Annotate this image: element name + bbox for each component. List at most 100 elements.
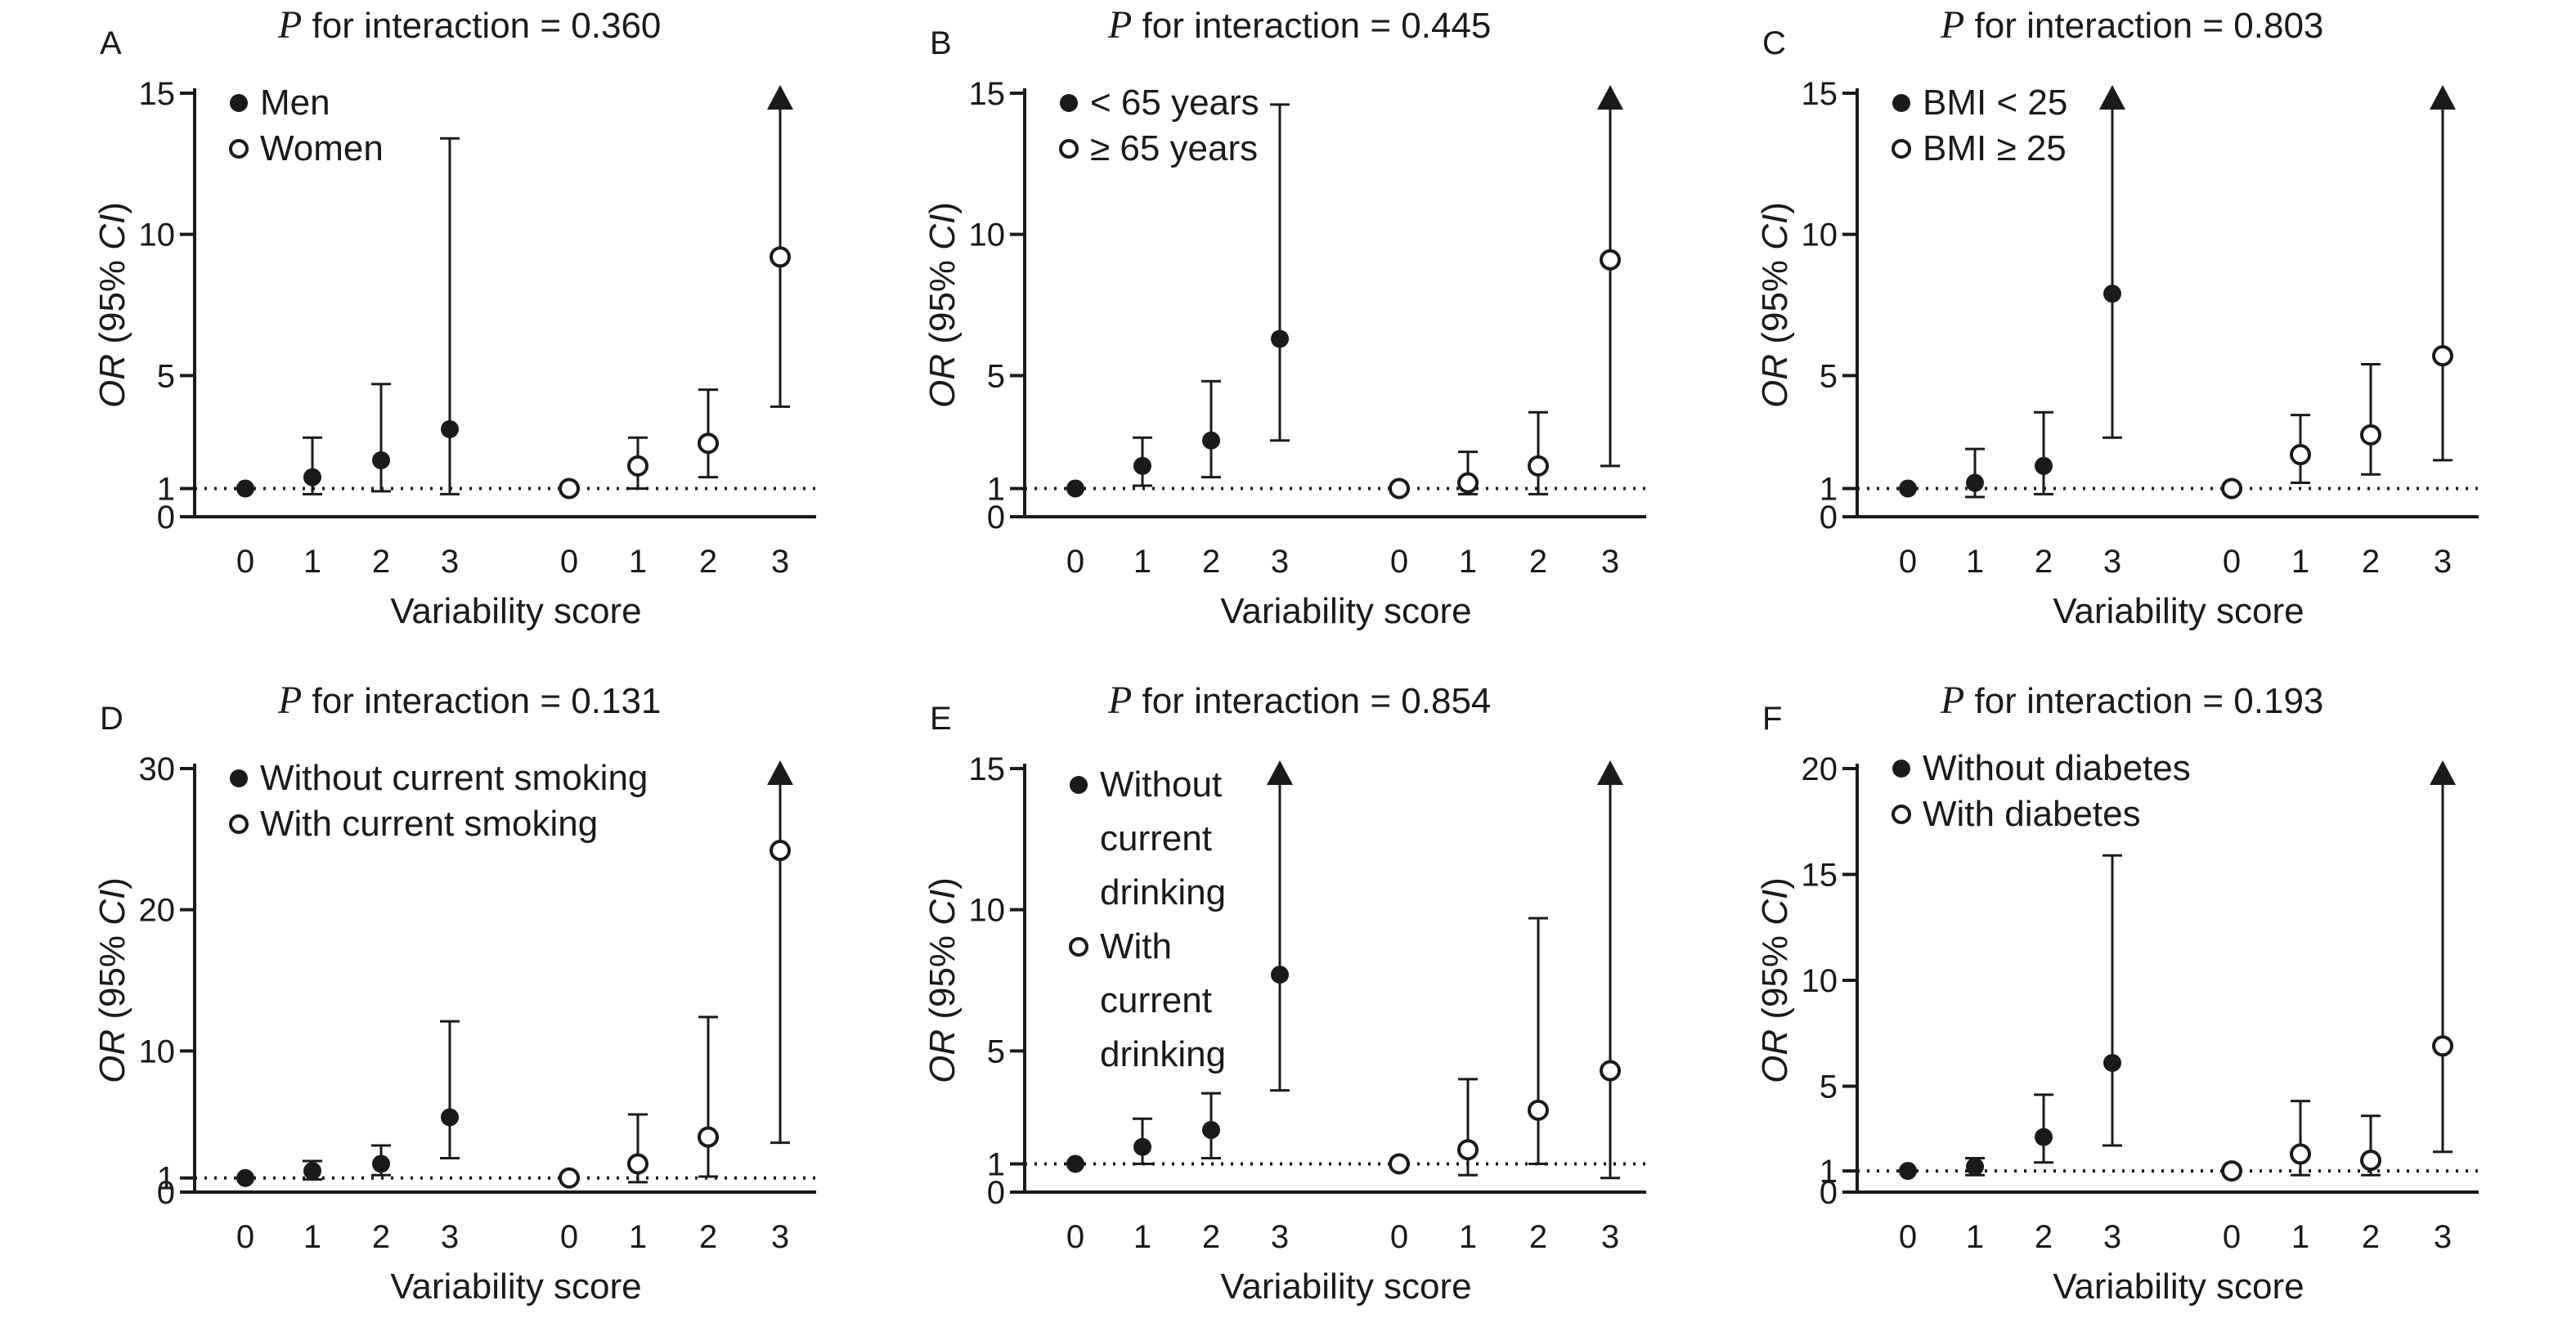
ylabel-end: ) [922,877,963,890]
y-tick-label: 1 [987,471,1005,507]
x-axis-label: Variability score [2053,591,2304,631]
data-point-open [559,477,580,500]
y-axis-label: OR (95% CI) [1755,202,1795,408]
legend-marker-filled [230,769,248,787]
ylabel-end: ) [1755,202,1795,214]
x-tick-label: 2 [1202,544,1220,580]
ylabel-or: OR [1755,354,1795,408]
y-tick-label: 20 [139,893,176,929]
title-p-italic: P [1107,679,1132,722]
x-axis-label: Variability score [390,1267,641,1307]
ylabel-mid: (95% [92,250,132,354]
legend-marker-open [1069,937,1088,957]
chart-title: P for interaction = 0.360 [277,3,661,47]
x-tick-label: 2 [372,1219,390,1255]
panel-letter: A [100,25,122,61]
x-tick-label: 3 [2434,1219,2452,1255]
x-tick-label: 1 [2291,1219,2309,1255]
data-point-filled [441,1108,459,1127]
x-tick-label: 2 [1529,1219,1547,1255]
title-text: for interaction = 0.131 [302,681,661,721]
ci-arrow-head [1597,85,1623,110]
data-point-filled [1066,1154,1084,1173]
data-point-filled [236,1168,254,1187]
data-point-filled [1202,1121,1220,1140]
chart-title: P for interaction = 0.445 [1107,3,1491,47]
data-point-open [1457,1139,1479,1161]
data-point-open [559,1167,580,1189]
y-tick-label: 5 [1820,1069,1838,1105]
legend-marker-filled [1060,94,1078,112]
ci-arrow-head [1597,760,1623,785]
y-axis-label: OR (95% CI) [922,877,963,1083]
data-point-filled [2103,285,2121,303]
x-axis-label: Variability score [2053,1267,2304,1307]
y-tick-label: 15 [969,76,1006,112]
data-point-filled [1899,1162,1917,1181]
x-tick-label: 3 [1601,1219,1619,1255]
x-tick-label: 3 [441,1219,459,1255]
x-tick-label: 0 [1066,544,1084,580]
data-point-filled [1966,1157,1984,1176]
x-tick-label: 0 [1390,544,1408,580]
y-tick-label: 0 [987,1175,1005,1211]
x-axis-label: Variability score [1220,1267,1471,1307]
x-tick-label: 2 [2035,1219,2053,1255]
y-axis-label: OR (95% CI) [1755,877,1795,1083]
ci-arrow-head [1267,760,1293,785]
y-axis-label: OR (95% CI) [92,877,132,1083]
x-tick-label: 2 [699,544,717,580]
x-tick-label: 2 [1529,544,1547,580]
data-point-filled [1271,966,1289,984]
data-point-filled [1899,479,1917,498]
ylabel-mid: (95% [922,250,963,354]
ylabel-end: ) [92,202,132,214]
y-tick-label: 0 [1820,1175,1838,1211]
legend-label: BMI < 25 [1923,83,2067,123]
legend-label: Men [260,83,330,123]
data-point-open [2360,424,2381,446]
x-axis-label: Variability score [1220,591,1471,631]
ylabel-mid: (95% [1755,926,1795,1029]
data-point-open [2432,1035,2453,1057]
data-point-open [2290,444,2311,466]
data-point-open [2360,1150,2381,1172]
data-point-filled [372,1154,390,1173]
title-text: for interaction = 0.360 [302,6,661,46]
data-point-open [1457,472,1479,494]
y-tick-label: 1 [157,1161,175,1197]
title-text: for interaction = 0.445 [1132,6,1491,46]
legend-marker-open [1892,139,1911,159]
ylabel-mid: (95% [1755,250,1795,354]
y-tick-label: 1 [157,471,175,507]
panel-letter: F [1762,701,1782,737]
x-tick-label: 0 [1390,1219,1408,1255]
data-point-filled [372,451,390,469]
data-point-filled [1966,473,1984,492]
x-tick-label: 0 [1066,1219,1084,1255]
x-tick-label: 3 [771,544,789,580]
data-point-filled [1271,330,1289,348]
ci-arrow-head [767,760,793,785]
data-point-filled [303,1162,321,1181]
legend-label: With [1100,926,1172,966]
ci-arrow-head [767,85,793,110]
x-tick-label: 1 [2291,544,2309,580]
ylabel-ci: CI [922,890,963,926]
y-tick-label: 0 [157,500,175,536]
legend-marker-open [1059,139,1079,159]
data-point-open [1528,455,1549,477]
ylabel-end: ) [1755,877,1795,890]
y-tick-label: 10 [139,1033,176,1069]
data-point-filled [441,419,459,438]
data-point-open [2221,1160,2242,1182]
ylabel-end: ) [922,202,963,214]
x-tick-label: 3 [771,1219,789,1255]
ylabel-ci: CI [92,214,132,250]
legend-label: Without current smoking [260,758,648,798]
x-tick-label: 1 [1133,544,1151,580]
ylabel-mid: (95% [92,926,132,1029]
title-p-italic: P [1940,3,1964,47]
